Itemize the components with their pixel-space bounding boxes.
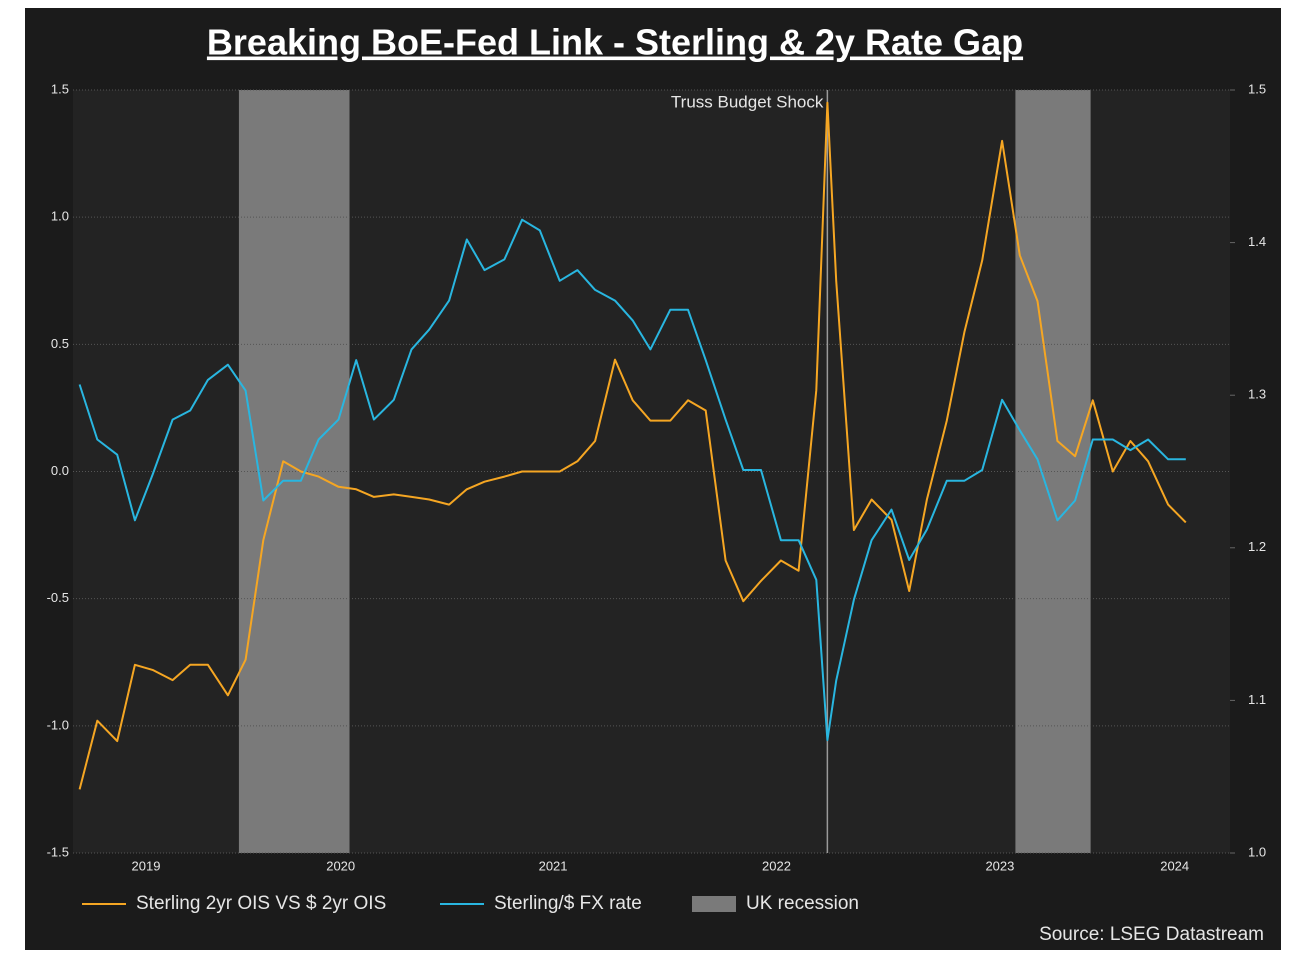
y-tick-label: -1.0: [47, 717, 69, 732]
recession-band: [1015, 90, 1091, 853]
y-tick-label: 0.0: [51, 463, 69, 478]
source: Source: LSEG Datastream: [1039, 924, 1264, 945]
x-tick-label: 2020: [326, 858, 355, 873]
recession-band: [238, 90, 350, 853]
legend-label: Sterling 2yr OIS VS $ 2yr OIS: [136, 893, 386, 914]
y2-tick-label: 1.5: [1248, 81, 1266, 96]
y-tick-label: 0.5: [51, 336, 69, 351]
chart-title: Breaking BoE-Fed Link - Sterling & 2y Ra…: [207, 22, 1023, 63]
legend-label: UK recession: [746, 893, 859, 914]
y2-tick-label: 1.2: [1248, 539, 1266, 554]
y2-tick-label: 1.1: [1248, 692, 1266, 707]
y2-tick-label: 1.4: [1248, 234, 1266, 249]
legend-label: Sterling/$ FX rate: [494, 893, 642, 914]
series-line: [78, 218, 1186, 742]
y-tick-label: -0.5: [47, 590, 69, 605]
x-tick-label: 2024: [1160, 858, 1189, 873]
legend-swatch: [692, 896, 736, 912]
series-line: [78, 101, 1187, 790]
x-tick-label: 2021: [539, 858, 568, 873]
x-tick-label: 2023: [985, 858, 1014, 873]
x-tick-label: 2019: [132, 858, 161, 873]
y2-tick-label: 1.0: [1248, 844, 1266, 859]
x-tick-label: 2022: [762, 858, 791, 873]
y-tick-label: -1.5: [47, 844, 69, 859]
y-tick-label: 1.5: [51, 81, 69, 96]
y-tick-label: 1.0: [51, 209, 69, 224]
y2-tick-label: 1.3: [1248, 387, 1266, 402]
annotation: Truss Budget Shock: [671, 92, 824, 111]
